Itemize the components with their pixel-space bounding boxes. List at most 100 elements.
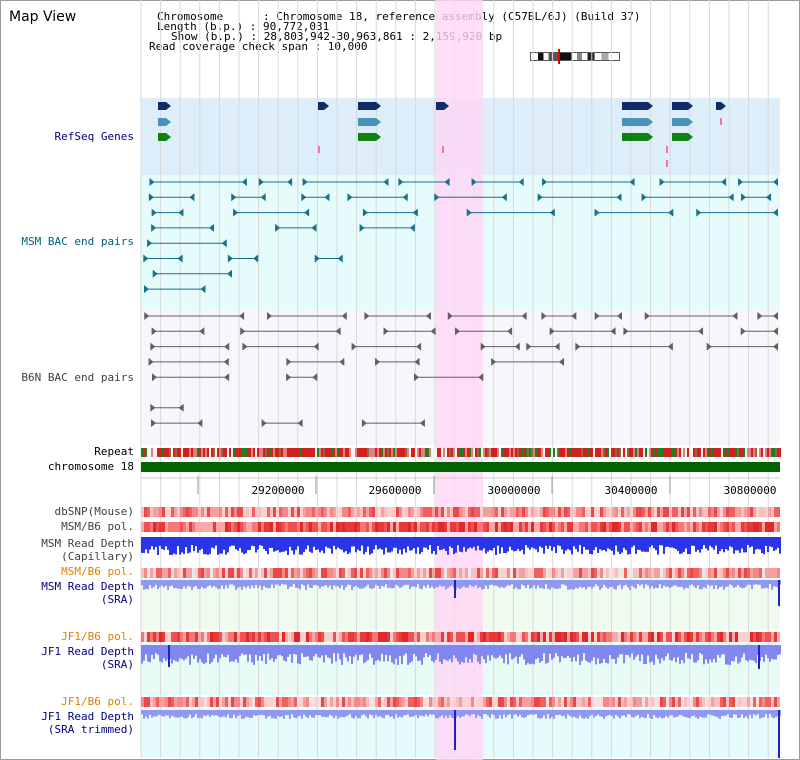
repeat-element <box>619 448 621 457</box>
polymorphism-depth-tracks[interactable] <box>141 507 781 758</box>
depth-bar <box>775 710 777 717</box>
track-label-jf1-depth-sra[interactable]: JF1 Read Depth <box>41 645 134 658</box>
track-label-b6n-bac[interactable]: B6N BAC end pairs <box>21 371 134 384</box>
b6n-bac-track[interactable] <box>144 312 778 428</box>
heatmap-cell <box>465 522 468 532</box>
depth-bar <box>433 580 435 589</box>
repeat-element <box>549 448 551 457</box>
track-label-jf1-depth-trimmed[interactable]: JF1 Read Depth <box>41 710 134 723</box>
heatmap-cell <box>447 522 450 532</box>
heatmap-cell <box>453 697 456 707</box>
heatmap-cell <box>768 568 771 578</box>
bac-end-marker <box>466 208 472 217</box>
depth-bar <box>205 537 207 555</box>
repeat-track[interactable] <box>141 448 781 457</box>
depth-bar <box>223 645 225 657</box>
heatmap-cell <box>237 507 240 517</box>
heatmap-cell <box>261 632 264 642</box>
depth-bar <box>317 537 319 550</box>
repeat-element <box>415 448 417 457</box>
depth-bar <box>221 710 223 717</box>
track-label-msm-depth-capillary[interactable]: MSM Read Depth <box>41 537 134 550</box>
depth-bar <box>725 645 727 665</box>
track-label-msm-b6-pol[interactable]: MSM/B6 pol. <box>61 520 134 533</box>
depth-bar <box>201 580 203 587</box>
heatmap-cell <box>570 568 573 578</box>
depth-bar <box>471 645 473 663</box>
track-label-repeat[interactable]: Repeat <box>94 445 134 458</box>
depth-bar <box>731 580 733 586</box>
heatmap-cell <box>501 697 504 707</box>
depth-bar <box>765 580 767 588</box>
track-label-jf1-b6-pol[interactable]: JF1/B6 pol. <box>61 630 134 643</box>
depth-bar <box>211 645 213 663</box>
depth-bar <box>217 710 219 717</box>
heatmap-cell <box>558 697 561 707</box>
bac-end-marker <box>740 327 746 336</box>
track-label-chromosome[interactable]: chromosome 18 <box>47 460 134 473</box>
bac-end-marker <box>151 419 157 428</box>
refseq-gene-track[interactable] <box>158 102 726 167</box>
heatmap-cell <box>711 568 714 578</box>
heatmap-cell <box>654 697 657 707</box>
heatmap-cell <box>306 632 309 642</box>
chromosome-bar[interactable] <box>141 462 780 472</box>
heatmap-cell <box>501 507 504 517</box>
repeat-element <box>301 448 303 457</box>
repeat-element <box>651 448 653 457</box>
track-label-dbsnp[interactable]: dbSNP(Mouse) <box>54 505 134 518</box>
depth-bar <box>197 710 199 719</box>
msm-bac-track[interactable] <box>143 178 778 294</box>
track-label-jf1-b6-pol-trimmed[interactable]: JF1/B6 pol. <box>61 695 134 708</box>
depth-bar <box>623 710 625 716</box>
depth-bar <box>479 710 481 717</box>
depth-bar <box>531 580 533 588</box>
repeat-element <box>191 448 193 457</box>
depth-bar <box>543 580 545 590</box>
heatmap-cell <box>582 632 585 642</box>
depth-bar <box>355 537 357 553</box>
depth-bar <box>707 537 709 551</box>
depth-bar <box>627 580 629 588</box>
heatmap-cell <box>282 632 285 642</box>
heatmap-cell <box>744 507 747 517</box>
heatmap-cell <box>774 632 777 642</box>
track-label-msm-depth-sra[interactable]: MSM Read Depth <box>41 580 134 593</box>
bac-end-marker <box>375 357 381 366</box>
heatmap-cell <box>297 522 300 532</box>
track-label-msm-b6-pol-sra[interactable]: MSM/B6 pol. <box>61 565 134 578</box>
repeat-element <box>255 448 257 457</box>
heatmap-cell <box>207 507 210 517</box>
heatmap-cell <box>666 632 669 642</box>
heatmap-cell <box>462 697 465 707</box>
depth-bar <box>463 645 465 663</box>
heatmap-cell <box>345 522 348 532</box>
heatmap-cell <box>405 697 408 707</box>
heatmap-cell <box>543 697 546 707</box>
track-label-refseq[interactable]: RefSeq Genes <box>54 130 134 143</box>
heatmap-cell <box>714 522 717 532</box>
heatmap-cell <box>738 507 741 517</box>
repeat-element <box>733 448 735 457</box>
depth-bar <box>181 710 183 717</box>
depth-bar <box>641 645 643 655</box>
heatmap-cell <box>627 697 630 707</box>
depth-bar <box>529 710 531 715</box>
heatmap-cell <box>735 697 738 707</box>
bac-end-marker <box>402 193 408 202</box>
heatmap-cell <box>756 632 759 642</box>
depth-bar <box>317 580 319 586</box>
depth-bar <box>749 710 751 715</box>
heatmap-cell <box>585 697 588 707</box>
heatmap-cell <box>570 632 573 642</box>
depth-bar <box>271 710 273 719</box>
track-label-msm-bac[interactable]: MSM BAC end pairs <box>21 235 134 248</box>
chromosome-ideogram[interactable] <box>530 49 620 64</box>
depth-bar <box>533 645 535 665</box>
depth-bar <box>733 710 735 715</box>
repeat-element <box>467 448 469 457</box>
heatmap-cell <box>249 507 252 517</box>
heatmap-cell <box>216 522 219 532</box>
heatmap-cell <box>753 522 756 532</box>
